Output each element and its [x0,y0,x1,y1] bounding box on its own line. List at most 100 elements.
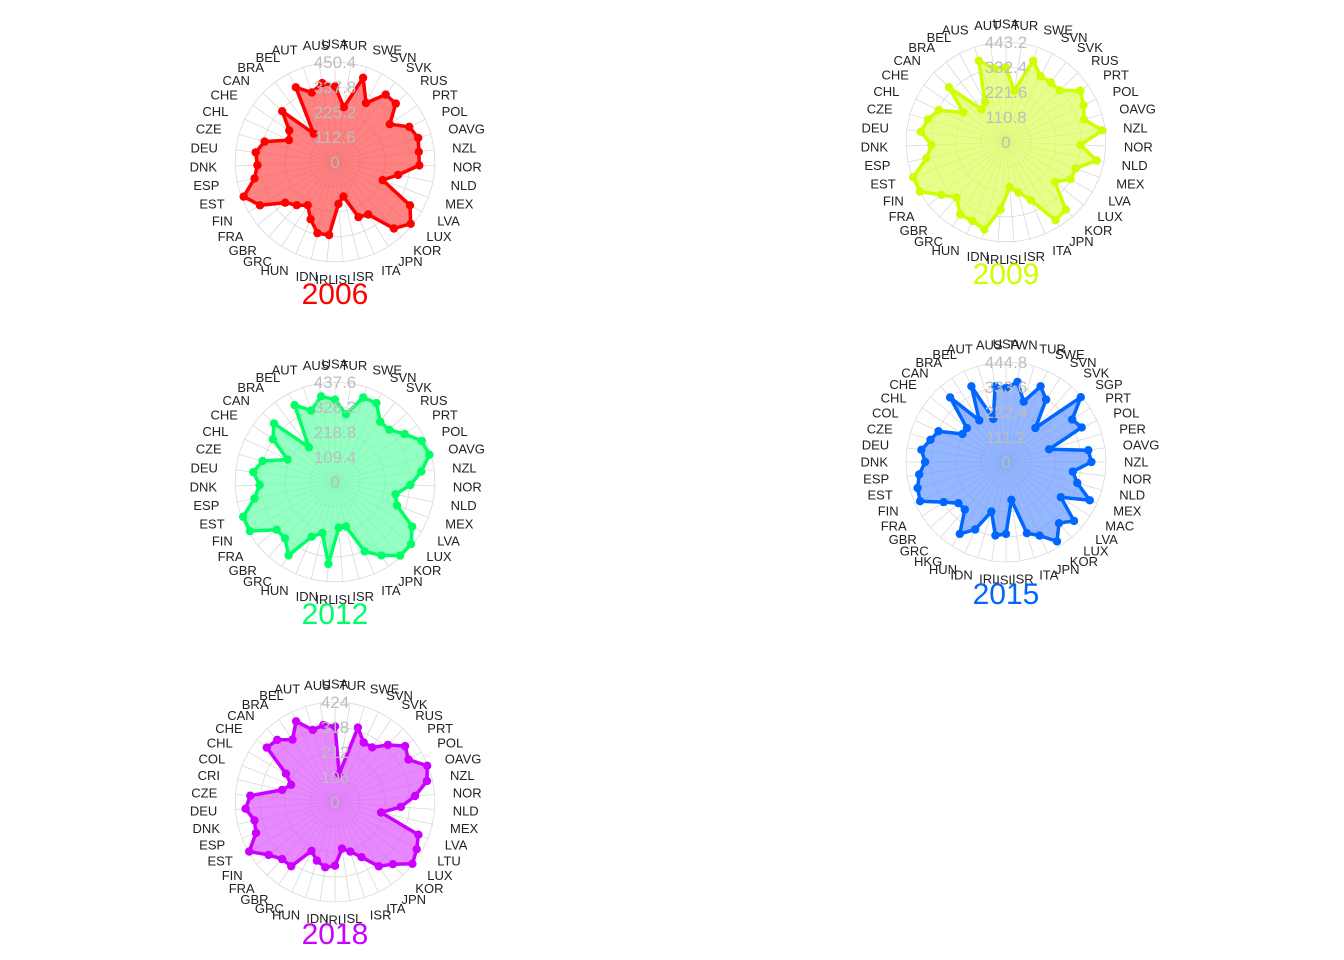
data-point-FIN [915,187,925,196]
ring-value-label: 0 [330,473,339,492]
axis-label-CZE: CZE [867,102,893,117]
axis-label-FIN: FIN [222,868,243,883]
data-point-JPN [377,551,386,560]
data-point-COL [286,780,296,789]
data-point-KOR [389,224,399,233]
data-point-FIN [264,850,273,860]
axis-label-HKG: HKG [914,554,942,569]
axis-label-AUS: AUS [303,358,330,373]
data-point-BEL [967,382,976,391]
data-point-USA [330,722,340,731]
axis-label-HUN: HUN [261,263,289,278]
axis-label-PRT: PRT [427,721,453,736]
data-point-TUR [1010,86,1019,96]
axis-label-ISR: ISR [352,269,374,284]
axis-label-SVK: SVK [406,380,432,395]
axis-label-COL: COL [872,406,899,421]
data-point-MEX [378,175,387,185]
axis-label-TUR: TUR [341,38,368,53]
axis-label-POL: POL [437,736,463,751]
data-point-AUS [974,56,983,65]
ring-value-label: 450.4 [314,53,357,72]
data-point-AUT [306,406,316,415]
axis-label-SVN: SVN [386,688,413,703]
axis-label-OAVG: OAVG [448,442,485,457]
data-point-AUS [316,392,326,401]
data-point-CAN [945,393,955,402]
series-area [911,58,1105,232]
data-point-SWE [358,73,368,83]
data-point-CHE [262,743,271,752]
grid-ring [234,61,436,263]
ring-value-label: 443.2 [985,33,1028,52]
axis-label-GRC: GRC [243,574,272,589]
data-point-IRL [330,861,340,870]
data-point-ISR [339,192,348,201]
data-point-DNK [920,457,930,467]
axis-label-EST: EST [870,176,895,191]
ring-value-label: 218.8 [314,423,357,442]
grid-ring [905,41,1107,243]
axis-label-DEU: DEU [190,803,217,818]
data-point-EST [238,512,248,521]
data-point-GBR [287,862,296,871]
data-point-SVN [372,398,381,408]
data-point-RUS [391,99,400,108]
data-point-NOR [1068,467,1078,476]
ring-value-label: 221.6 [985,83,1028,102]
data-point-NOR [410,791,420,801]
data-point-IDN [980,225,989,234]
data-point-CZE [246,791,255,800]
panel-title: 2015 [973,578,1040,611]
axis-label-CZE: CZE [196,122,222,137]
axis-label-OAVG: OAVG [1119,102,1156,117]
axis-label-ISR: ISR [1023,249,1045,264]
axis-label-ITA: ITA [381,583,401,598]
data-point-DNK [250,816,259,825]
axis-label-CAN: CAN [893,53,920,68]
data-point-GRC [303,201,312,210]
axis-label-GRC: GRC [914,234,943,249]
axis-label-IRL: IRL [986,252,1006,267]
ring-value-label: 328.2 [314,398,357,417]
data-point-LVA [414,830,423,839]
axis-label-IRL: IRL [979,571,999,586]
data-point-TUR [1019,397,1028,406]
axis-label-GBR: GBR [900,223,928,238]
axis-label-USA: USA [322,357,349,372]
axis-label-IDN: IDN [967,249,989,264]
axis-label-IDN: IDN [306,911,328,926]
data-point-HUN [312,856,322,865]
axis-label-LVA: LVA [1108,194,1131,209]
data-point-CHE [962,423,972,433]
axis-label-BRA: BRA [908,40,935,55]
axis-label-BEL: BEL [932,347,957,362]
data-point-CHE [285,126,294,135]
ring-value-label: 318 [321,718,349,737]
data-point-HUN [971,525,980,534]
axis-label-NZL: NZL [1124,455,1149,470]
axis-label-CHE: CHE [881,68,909,83]
data-point-SVN [361,98,371,108]
data-point-ISR [1007,495,1016,504]
data-point-PER [1044,445,1054,454]
axis-label-MEX: MEX [445,196,474,211]
ring-value-label: 225.2 [314,103,357,122]
axis-label-IRL: IRL [325,913,345,928]
data-point-NZL [422,776,432,786]
ring-value-label: 0 [330,153,339,172]
axis-label-ISR: ISR [352,589,374,604]
axis-label-ISL: ISL [335,272,355,287]
data-point-HKG [955,529,964,539]
axis-label-AUS: AUS [303,38,330,53]
data-point-FRA [272,525,281,534]
axis-label-USA: USA [993,337,1020,352]
ring-value-label: 106 [321,768,349,787]
axis-label-OAVG: OAVG [445,751,482,766]
axis-label-NZL: NZL [450,768,475,783]
axis-label-IRL: IRL [315,272,335,287]
data-point-AUT [989,64,999,73]
data-point-OAVG [425,450,434,459]
